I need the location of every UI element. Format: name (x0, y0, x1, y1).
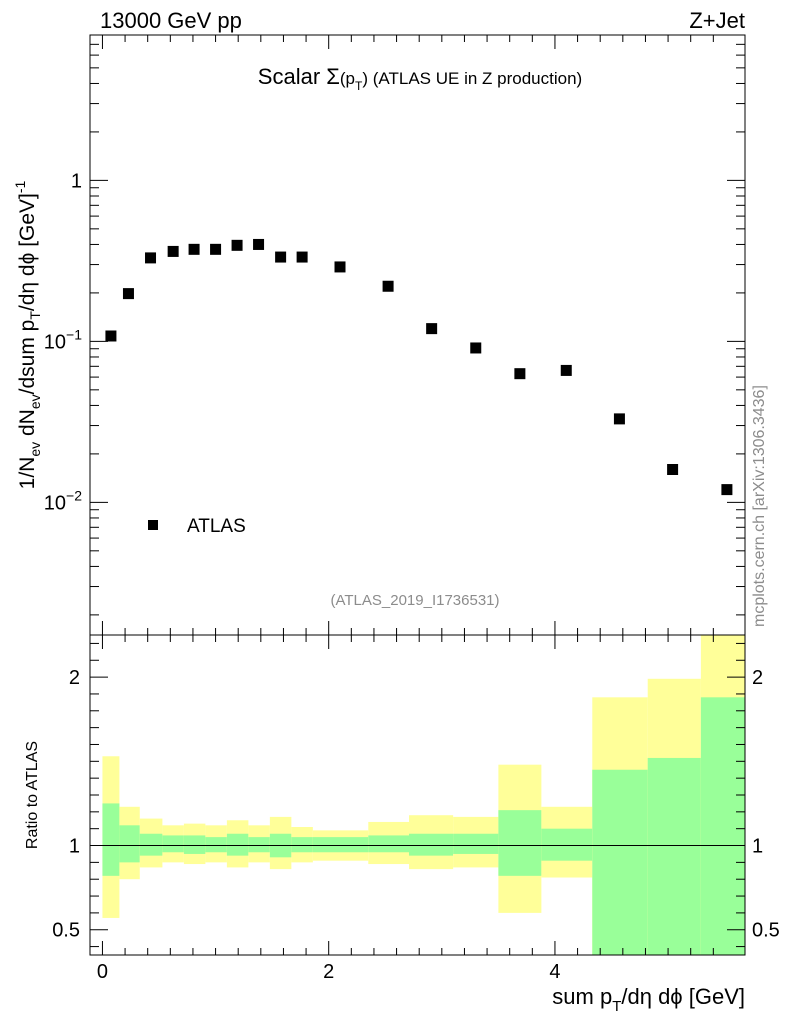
x-axis-label: sum pT/dη dϕ [GeV] (552, 984, 745, 1015)
ratio-y-tick-label-right: 1 (752, 836, 763, 858)
data-point (122, 288, 134, 300)
lower-axes: 0.5 0.5 1 1 2 2 0 2 4 (52, 635, 780, 983)
legend-marker (148, 520, 158, 530)
green-band (409, 833, 454, 856)
green-band (248, 837, 270, 853)
green-band (205, 837, 227, 853)
data-point (275, 251, 287, 263)
data-point (721, 484, 733, 496)
green-band (453, 833, 499, 854)
ratio-y-tick-label-left: 2 (69, 667, 80, 689)
y-tick-label: 10−2 (44, 487, 82, 514)
data-point (188, 243, 200, 255)
green-band (102, 803, 120, 876)
data-point (334, 261, 346, 273)
analysis-id: (ATLAS_2019_I1736531) (330, 592, 499, 609)
ratio-y-tick-label-left: 1 (69, 836, 80, 858)
source-note: mcplots.cern.ch [arXiv:1306.3436] (751, 385, 768, 627)
data-point (470, 342, 482, 354)
upper-y-label: 1/Nev dNev/dsum pT/dη dϕ [GeV]-1 (12, 180, 43, 489)
ratio-y-label: Ratio to ATLAS (24, 741, 41, 849)
green-band (291, 837, 313, 853)
green-band (647, 757, 701, 955)
data-point (514, 368, 526, 380)
data-point (145, 252, 157, 264)
upper-frame (89, 34, 746, 636)
chart-title: Scalar Σ(pT) (ATLAS UE in Z production) (258, 64, 582, 93)
legend-label: ATLAS (187, 516, 246, 537)
green-band (700, 697, 745, 955)
ratio-y-tick-label-left: 0.5 (52, 920, 80, 942)
green-band (139, 833, 163, 856)
data-point (667, 464, 679, 476)
ratio-y-tick-label-right: 2 (752, 667, 763, 689)
data-point (613, 413, 625, 425)
data-point (210, 243, 222, 255)
y-tick-label: 10−1 (44, 326, 82, 353)
green-band (312, 837, 369, 853)
x-tick-label: 2 (323, 961, 334, 983)
green-band (498, 810, 542, 876)
data-point (382, 280, 394, 292)
data-point (560, 364, 572, 376)
ratio-bands (102, 635, 745, 955)
green-band (162, 835, 184, 853)
y-tick-label: 1 (71, 170, 82, 192)
green-band (119, 825, 140, 863)
header-process: Z+Jet (689, 8, 745, 33)
data-point (105, 330, 117, 342)
green-band (368, 835, 410, 853)
green-band (226, 833, 249, 856)
data-point (253, 238, 265, 250)
lower-frame (89, 634, 746, 956)
green-band (592, 769, 648, 955)
ratio-y-tick-label-right: 0.5 (752, 920, 780, 942)
upper-axes: 1 10−1 10−2 (44, 34, 745, 635)
data-point (167, 245, 179, 257)
data-point (296, 251, 308, 263)
data-point (426, 323, 438, 335)
green-band (183, 835, 206, 854)
x-tick-label: 4 (549, 961, 560, 983)
data-point (231, 239, 243, 251)
green-band (541, 828, 593, 861)
x-tick-label: 0 (97, 961, 108, 983)
header-energy: 13000 GeV pp (100, 8, 242, 33)
upper-data-markers (105, 238, 733, 496)
